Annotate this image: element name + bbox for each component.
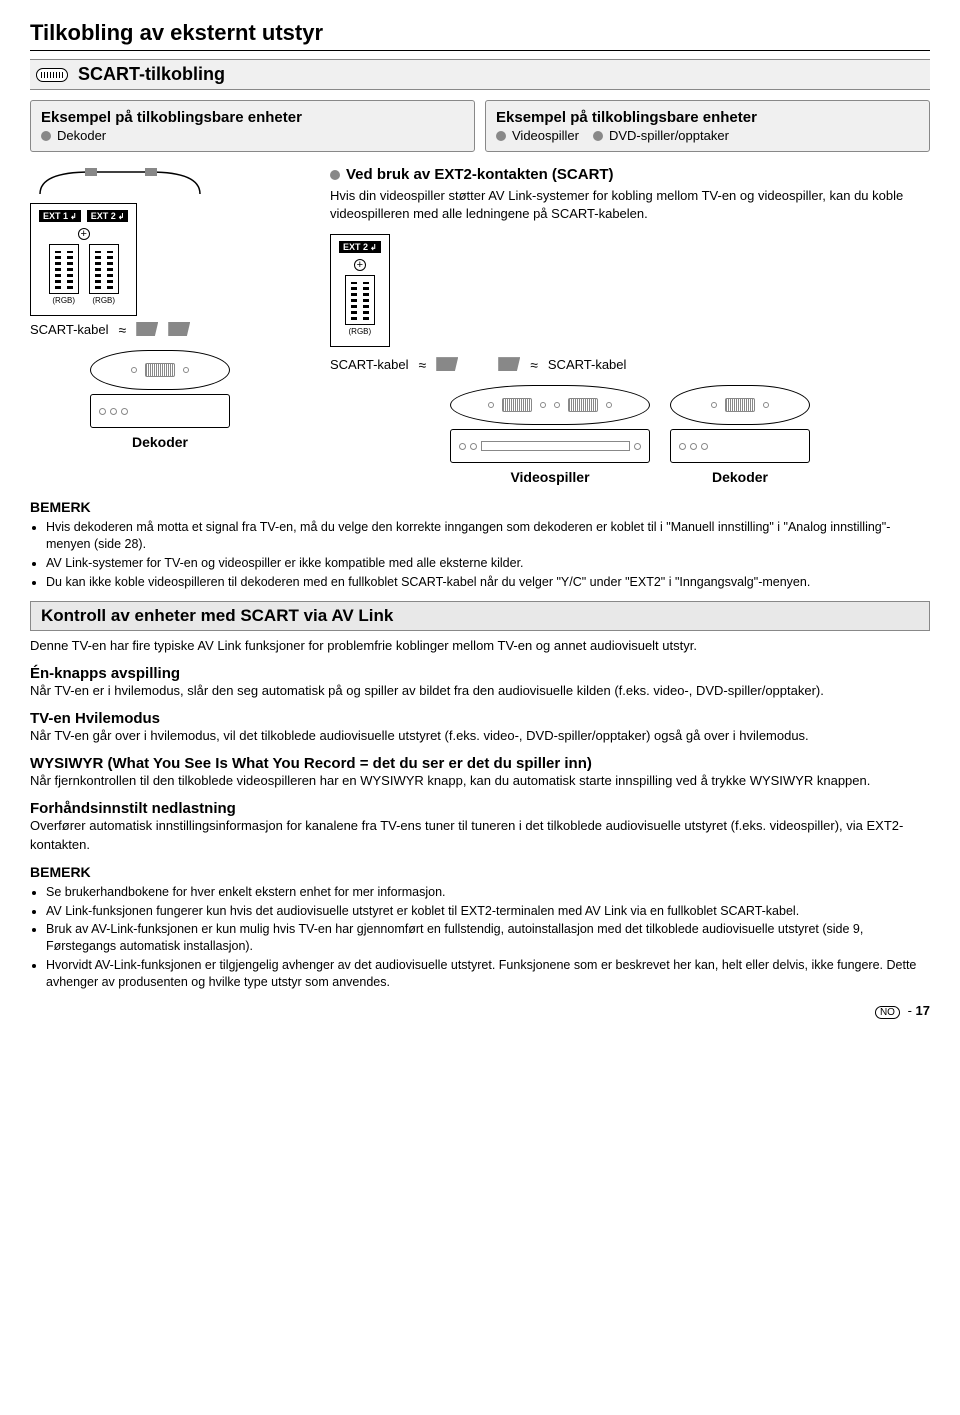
vcr-box-icon (450, 429, 650, 463)
plus-icon: + (78, 228, 90, 240)
feature-2: TV-en Hvilemodus Når TV-en går over i hv… (30, 710, 930, 745)
bemerk-1-list: Hvis dekoderen må motta et signal fra TV… (30, 519, 930, 591)
feature-1: Én-knapps avspilling Når TV-en er i hvil… (30, 665, 930, 700)
avlink-header: Kontroll av enheter med SCART via AV Lin… (30, 601, 930, 631)
section-title: SCART-tilkobling (78, 64, 225, 85)
list-item: AV Link-systemer for TV-en og videospill… (46, 555, 930, 572)
scart-cable-label: SCART-kabel (30, 322, 109, 337)
list-item: Se brukerhandbokene for hver enkelt ekst… (46, 884, 930, 901)
right-example-items: Videospiller DVD-spiller/opptaker (496, 128, 919, 143)
scart-plug-icon (136, 322, 158, 336)
list-item: Hvis dekoderen må motta et signal fra TV… (46, 519, 930, 553)
page-number: 17 (916, 1003, 930, 1018)
bullet-icon (593, 131, 603, 141)
feature-3-text: Når fjernkontrollen til den tilkoblede v… (30, 772, 930, 790)
list-item: AV Link-funksjonen fungerer kun hvis det… (46, 903, 930, 920)
feature-4: Forhåndsinnstilt nedlastning Overfører a… (30, 800, 930, 853)
decoder-device-right: Dekoder (670, 385, 810, 485)
rgb-label: (RGB) (89, 296, 119, 305)
decoder-box-icon (670, 429, 810, 463)
rgb-label: (RGB) (345, 327, 375, 336)
list-item: Hvorvidt AV-Link-funksjonen er tilgjenge… (46, 957, 930, 991)
bemerk-2-title: BEMERK (30, 864, 930, 880)
scart-cable-label: SCART-kabel (330, 357, 409, 372)
feature-2-title: TV-en Hvilemodus (30, 710, 930, 727)
list-item: Bruk av AV-Link-funksjonen er kun mulig … (46, 921, 930, 955)
wave-icon: ≈ (119, 322, 127, 338)
bullet-icon (496, 131, 506, 141)
scart-cable-label: SCART-kabel (548, 357, 627, 372)
feature-1-title: Én-knapps avspilling (30, 665, 930, 682)
decoder-box-icon (90, 394, 230, 428)
right-example-box: Eksempel på tilkoblingsbare enheter Vide… (485, 100, 930, 152)
footer-sep: - (908, 1003, 912, 1018)
list-item: Du kan ikke koble videospilleren til dek… (46, 574, 930, 591)
feature-2-text: Når TV-en går over i hvilemodus, vil det… (30, 727, 930, 745)
feature-4-title: Forhåndsinnstilt nedlastning (30, 800, 930, 817)
vcr-device: Videospiller (450, 385, 650, 485)
bemerk-2-list: Se brukerhandbokene for hver enkelt ekst… (30, 884, 930, 991)
ext2-header: Ved bruk av EXT2-kontakten (SCART) (330, 166, 930, 183)
page-title: Tilkobling av eksternt utstyr (30, 20, 930, 51)
decoder-label: Dekoder (90, 434, 230, 450)
scart-connector-icon (89, 244, 119, 294)
section-header: SCART-tilkobling (30, 59, 930, 90)
scart-panel-right: EXT 2↲ + (RGB) (330, 234, 390, 347)
right-example-title: Eksempel på tilkoblingsbare enheter (496, 109, 919, 126)
right-devices: Videospiller Dekoder (330, 385, 930, 485)
scart-plug-icon (436, 357, 458, 371)
cable-top-icon (30, 166, 210, 196)
scart-plug-icon (498, 357, 520, 371)
scart-plug-icon (168, 322, 190, 336)
page-footer: NO - 17 (30, 1003, 930, 1019)
remote-icon (36, 68, 68, 82)
ext1-label: EXT 1↲ (39, 210, 81, 222)
right-diagram: Ved bruk av EXT2-kontakten (SCART) Hvis … (330, 166, 930, 485)
wave-icon: ≈ (419, 357, 427, 373)
connector-balloon (450, 385, 650, 425)
vcr-label: Videospiller (450, 469, 650, 485)
bemerk-1-title: BEMERK (30, 499, 930, 515)
right-example-text-2: DVD-spiller/opptaker (609, 128, 729, 143)
left-example-title: Eksempel på tilkoblingsbare enheter (41, 109, 464, 126)
scart-connector-icon (345, 275, 375, 325)
ext2-label: EXT 2↲ (87, 210, 129, 222)
feature-1-text: Når TV-en er i hvilemodus, slår den seg … (30, 682, 930, 700)
connector-balloon (90, 350, 230, 390)
scart-connector-icon (49, 244, 79, 294)
plus-icon: + (354, 259, 366, 271)
right-example-text-1: Videospiller (512, 128, 579, 143)
diagram-row: EXT 1↲ EXT 2↲ + (RGB) (RGB) SCART-kabel … (30, 166, 930, 485)
decoder-label-right: Dekoder (670, 469, 810, 485)
ext2-label: EXT 2↲ (339, 241, 381, 253)
decoder-device: Dekoder (90, 350, 230, 450)
left-diagram: EXT 1↲ EXT 2↲ + (RGB) (RGB) SCART-kabel … (30, 166, 290, 450)
left-example-box: Eksempel på tilkoblingsbare enheter Deko… (30, 100, 475, 152)
wave-icon: ≈ (530, 357, 538, 373)
bullet-icon (330, 170, 340, 180)
region-badge: NO (875, 1006, 900, 1019)
feature-3: WYSIWYR (What You See Is What You Record… (30, 755, 930, 790)
bullet-icon (41, 131, 51, 141)
left-example-item: Dekoder (41, 128, 464, 143)
example-boxes: Eksempel på tilkoblingsbare enheter Deko… (30, 100, 930, 152)
avlink-intro: Denne TV-en har fire typiske AV Link fun… (30, 637, 930, 655)
feature-4-text: Overfører automatisk innstillingsinforma… (30, 817, 930, 853)
scart-panel-left: EXT 1↲ EXT 2↲ + (RGB) (RGB) (30, 203, 137, 316)
rgb-label: (RGB) (49, 296, 79, 305)
ext2-text: Hvis din videospiller støtter AV Link-sy… (330, 187, 930, 222)
feature-3-title: WYSIWYR (What You See Is What You Record… (30, 755, 930, 772)
connector-balloon (670, 385, 810, 425)
left-example-text: Dekoder (57, 128, 106, 143)
